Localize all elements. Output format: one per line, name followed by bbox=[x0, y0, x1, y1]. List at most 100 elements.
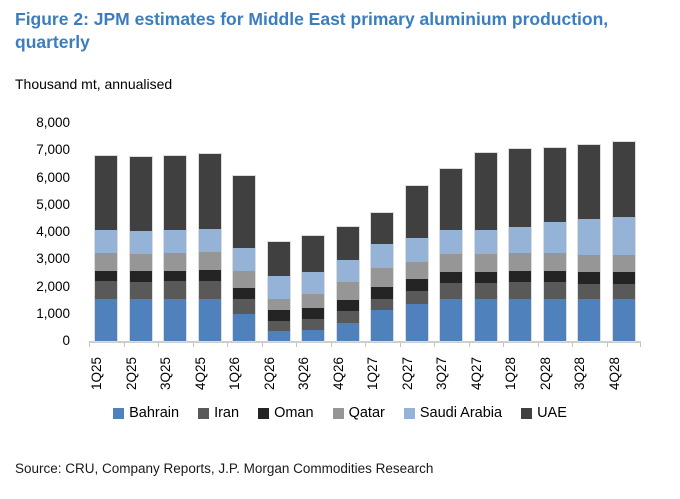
bar-segment-qatar bbox=[129, 253, 152, 272]
bar-segment-bahrain bbox=[164, 298, 187, 341]
bar-1q25 bbox=[94, 154, 119, 343]
bar-segment-iran bbox=[474, 282, 497, 300]
x-axis-tick bbox=[296, 343, 297, 347]
bar-segment-uae bbox=[129, 157, 152, 231]
bar-segment-iran bbox=[543, 282, 566, 299]
chart-legend: Bahrain Iran Oman Qatar Saudi Arabia UAE bbox=[0, 405, 680, 421]
x-axis-tick bbox=[503, 343, 504, 347]
bar-segment-uae bbox=[405, 185, 428, 239]
x-axis-tick bbox=[365, 343, 366, 347]
x-axis-label: 4Q27 bbox=[468, 356, 484, 390]
bar-4q26 bbox=[335, 225, 360, 343]
bar-segment-qatar bbox=[440, 254, 463, 273]
bar-segment-oman bbox=[405, 279, 428, 291]
x-axis-label: 1Q28 bbox=[503, 356, 518, 390]
bar-3q28 bbox=[577, 143, 602, 343]
bar-segment-bahrain bbox=[336, 322, 359, 341]
bar-segment-uae bbox=[267, 241, 290, 277]
bar-segment-saudi-arabia bbox=[509, 226, 532, 253]
x-axis-label: 2Q26 bbox=[261, 356, 277, 390]
bar-1q26 bbox=[232, 175, 257, 342]
bar-segment-saudi-arabia bbox=[612, 217, 635, 255]
bar-segment-saudi-arabia bbox=[578, 218, 601, 255]
bar-segment-saudi-arabia bbox=[336, 260, 359, 283]
bar-segment-iran bbox=[233, 299, 256, 315]
bar-segment-bahrain bbox=[440, 299, 463, 341]
x-axis-tick bbox=[606, 343, 608, 347]
bar-segment-uae bbox=[509, 148, 532, 227]
legend-label: Oman bbox=[274, 405, 314, 421]
bar-segment-qatar bbox=[336, 282, 359, 300]
bar-segment-qatar bbox=[267, 298, 290, 310]
legend-label: Qatar bbox=[348, 405, 385, 421]
bar-segment-bahrain bbox=[578, 299, 601, 341]
x-axis-tick bbox=[572, 343, 573, 347]
bar-segment-iran bbox=[302, 319, 325, 331]
bar-segment-saudi-arabia bbox=[267, 276, 290, 299]
bar-segment-qatar bbox=[302, 294, 325, 308]
bar-segment-uae bbox=[578, 144, 601, 219]
x-axis-label: 4Q25 bbox=[192, 356, 208, 390]
y-axis-tick-label: 0 bbox=[62, 333, 70, 348]
x-axis-label: 1Q25 bbox=[89, 356, 104, 390]
bar-segment-oman bbox=[95, 270, 118, 282]
bar-segment-saudi-arabia bbox=[198, 229, 221, 253]
legend-item-qatar: Qatar bbox=[332, 405, 385, 421]
x-axis-label: 3Q27 bbox=[434, 356, 449, 390]
bar-segment-qatar bbox=[474, 254, 497, 273]
bar-2q27 bbox=[404, 184, 429, 343]
bar-segment-qatar bbox=[543, 253, 566, 271]
bar-segment-oman bbox=[302, 307, 325, 320]
y-axis-tick-label: 1,000 bbox=[36, 305, 70, 321]
bar-segment-saudi-arabia bbox=[371, 243, 394, 269]
x-axis-label: 1Q26 bbox=[227, 356, 242, 390]
stacked-bar-chart: 0 1,000 2,000 3,000 4,000 5,000 6,000 7,000 8,00… bbox=[0, 115, 641, 390]
plot-area bbox=[89, 123, 641, 347]
bar-segment-bahrain bbox=[233, 314, 256, 341]
legend-swatch bbox=[113, 407, 125, 419]
bar-segment-saudi-arabia bbox=[302, 271, 325, 295]
x-axis-label: 3Q26 bbox=[296, 356, 311, 390]
bar-segment-bahrain bbox=[371, 309, 394, 341]
bar-segment-saudi-arabia bbox=[543, 221, 566, 254]
bar-segment-bahrain bbox=[543, 298, 566, 341]
bar-segment-oman bbox=[233, 288, 256, 300]
bar-segment-bahrain bbox=[95, 298, 118, 341]
bar-segment-qatar bbox=[612, 254, 635, 273]
x-axis-tick bbox=[192, 343, 194, 347]
bar-3q25 bbox=[163, 154, 188, 343]
legend-item-uae: UAE bbox=[521, 405, 567, 421]
figure-subtitle: Thousand mt, annualised bbox=[15, 76, 173, 92]
bar-segment-saudi-arabia bbox=[95, 229, 118, 253]
bar-segment-oman bbox=[543, 270, 566, 283]
bar-segment-qatar bbox=[405, 262, 428, 280]
bar-segment-uae bbox=[336, 226, 359, 261]
x-axis-tick bbox=[434, 343, 435, 347]
legend-swatch bbox=[258, 407, 270, 419]
x-axis-tick bbox=[89, 343, 90, 347]
bar-segment-bahrain bbox=[198, 298, 221, 341]
bar-segment-bahrain bbox=[129, 298, 152, 341]
x-axis-tick bbox=[537, 343, 539, 347]
bar-segment-uae bbox=[233, 176, 256, 249]
x-axis-tick bbox=[123, 343, 125, 347]
bar-segment-iran bbox=[440, 282, 463, 300]
x-axis-label: 1Q27 bbox=[365, 356, 380, 390]
y-axis: 0 1,000 2,000 3,000 4,000 5,000 6,000 7,000 8,00… bbox=[0, 115, 70, 348]
x-axis-label: 4Q28 bbox=[606, 356, 622, 390]
bar-segment-uae bbox=[164, 155, 187, 230]
bar-2q26 bbox=[266, 240, 291, 343]
bar-segment-oman bbox=[164, 270, 187, 282]
x-axis-tick bbox=[468, 343, 470, 347]
bar-segment-iran bbox=[405, 290, 428, 305]
bar-segment-bahrain bbox=[509, 298, 532, 341]
bar-segment-bahrain bbox=[302, 330, 325, 341]
x-axis-tick bbox=[330, 343, 332, 347]
bar-segment-qatar bbox=[509, 252, 532, 271]
x-axis-label: 3Q25 bbox=[158, 356, 173, 390]
bar-segment-qatar bbox=[233, 271, 256, 289]
legend-item-iran: Iran bbox=[198, 405, 239, 421]
y-axis-tick-label: 5,000 bbox=[36, 196, 70, 212]
y-axis-tick-label: 3,000 bbox=[36, 251, 70, 267]
